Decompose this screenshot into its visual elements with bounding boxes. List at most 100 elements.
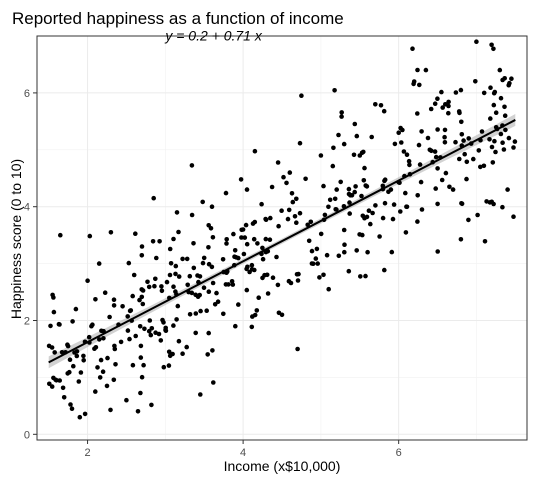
data-point (458, 87, 464, 93)
data-point (104, 383, 110, 389)
data-point (491, 46, 496, 52)
data-point (433, 186, 439, 191)
data-point (297, 140, 303, 146)
data-point (81, 358, 86, 363)
data-point (382, 177, 388, 182)
data-point (459, 132, 465, 137)
data-point (130, 362, 136, 368)
data-point (210, 235, 216, 240)
data-point (170, 351, 175, 357)
data-point (314, 246, 320, 252)
data-point (352, 189, 358, 195)
data-point (208, 226, 214, 231)
data-point (342, 242, 347, 247)
data-point (390, 216, 396, 222)
data-point (339, 110, 345, 115)
data-point (334, 187, 340, 192)
data-point (478, 164, 483, 170)
data-point (491, 102, 497, 108)
data-point (306, 238, 312, 244)
data-point (239, 235, 244, 240)
data-point (152, 283, 157, 289)
data-point (187, 273, 193, 279)
data-point (48, 323, 53, 329)
data-point (399, 140, 404, 145)
data-point (289, 191, 295, 196)
data-point (244, 287, 250, 293)
data-point (286, 207, 292, 213)
data-point (327, 197, 333, 203)
data-point (232, 254, 237, 259)
data-point (378, 103, 384, 108)
data-point (457, 156, 462, 162)
data-point (58, 232, 63, 238)
data-point (453, 139, 458, 145)
data-point (214, 290, 219, 296)
chart-title: Reported happiness as a function of inco… (12, 9, 344, 28)
data-point (149, 402, 154, 408)
data-point (440, 105, 446, 110)
data-point (164, 279, 170, 285)
data-point (275, 160, 281, 165)
data-point (168, 261, 174, 266)
data-point (464, 176, 469, 182)
data-point (295, 346, 300, 352)
data-point (419, 207, 425, 212)
data-point (439, 177, 445, 183)
data-point (139, 244, 145, 249)
data-point (313, 256, 319, 261)
data-point (411, 81, 416, 87)
data-point (353, 184, 358, 189)
data-point (386, 189, 391, 195)
data-point (241, 251, 247, 257)
data-point (236, 302, 241, 307)
data-point (184, 344, 189, 350)
data-point (252, 148, 258, 154)
data-point (224, 241, 229, 246)
data-point (135, 409, 141, 414)
data-point (189, 163, 195, 168)
data-point (418, 179, 424, 185)
data-point (232, 248, 238, 253)
data-point (46, 343, 52, 349)
data-point (85, 278, 90, 284)
data-point (275, 282, 281, 288)
data-point (382, 267, 387, 273)
data-point (236, 255, 241, 261)
data-point (204, 308, 209, 314)
data-point (267, 237, 273, 242)
y-tick-label: 6 (24, 88, 30, 100)
data-point (407, 162, 412, 168)
data-point (446, 110, 451, 116)
data-point (359, 150, 365, 156)
data-point (249, 324, 255, 330)
data-point (473, 79, 478, 84)
data-point (415, 219, 420, 224)
data-point (489, 42, 494, 48)
data-point (210, 280, 216, 286)
data-point (126, 260, 132, 266)
data-point (81, 353, 86, 359)
data-point (481, 163, 487, 169)
data-point (425, 135, 431, 141)
data-point (102, 290, 108, 296)
data-point (148, 332, 154, 338)
data-point (97, 375, 103, 380)
data-point (351, 152, 357, 158)
data-point (140, 288, 146, 293)
data-point (59, 350, 65, 355)
data-point (368, 221, 373, 227)
data-point (493, 149, 498, 155)
data-point (174, 317, 179, 322)
data-point (145, 279, 150, 285)
data-point (287, 170, 293, 175)
data-point (403, 190, 408, 196)
data-point (138, 390, 143, 396)
data-point (160, 317, 165, 323)
data-point (428, 106, 434, 112)
data-point (403, 230, 409, 235)
data-point (239, 227, 244, 233)
data-point (262, 272, 267, 278)
data-point (254, 308, 260, 313)
data-point (492, 138, 497, 144)
